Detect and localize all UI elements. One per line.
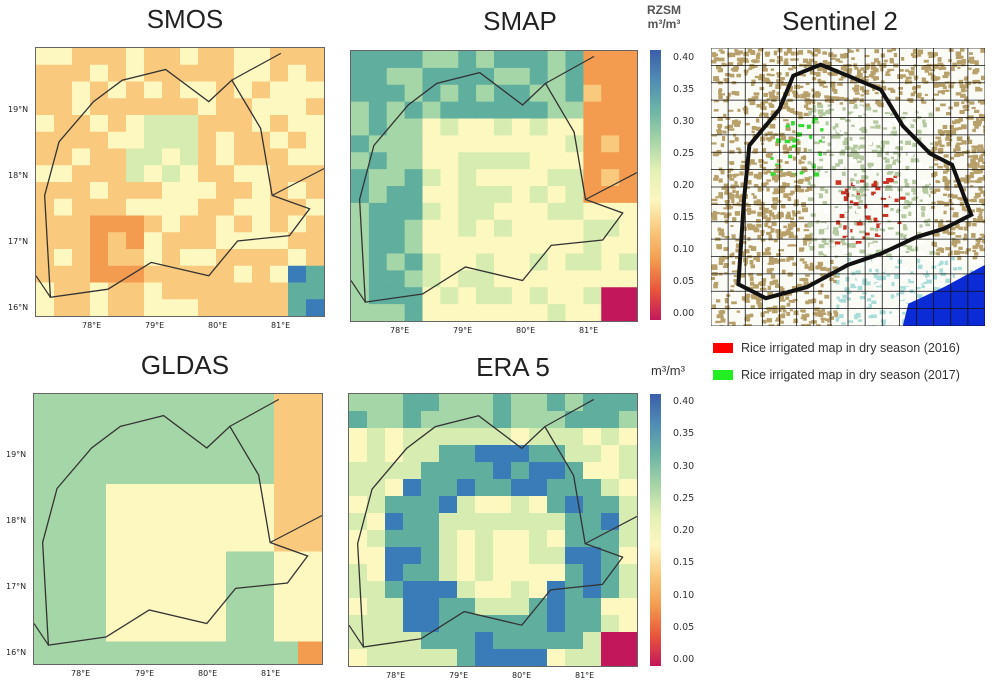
era5-grid xyxy=(349,394,637,666)
smos-lon-tick: 79°E xyxy=(145,321,165,330)
sentinel-grid xyxy=(711,48,985,326)
era5-title: ERA 5 xyxy=(476,352,550,382)
smos-lat-tick: 18°N xyxy=(8,171,29,180)
gldas-lat-tick: 16°N xyxy=(6,648,27,657)
era5-lon-tick: 78°E xyxy=(386,671,406,680)
rzsm-unit: m³/m³ xyxy=(647,17,681,31)
gldas-lat-tick: 19°N xyxy=(6,450,27,459)
rzsm-colorbar-title: RZSM m³/m³ xyxy=(632,3,696,31)
colorbar-top-tick: 0.30 xyxy=(673,116,695,127)
colorbar-bottom-tick: 0.20 xyxy=(673,525,695,536)
smos-map xyxy=(35,47,325,317)
legend-swatch-2016 xyxy=(713,343,733,353)
colorbar-top-tick: 0.10 xyxy=(673,244,695,255)
colorbar-top-tick: 0.40 xyxy=(673,52,695,63)
smap-lon-tick: 81°E xyxy=(579,326,599,335)
colorbar-top-tick: 0.15 xyxy=(673,212,695,223)
colorbar-bottom-tick: 0.35 xyxy=(673,428,695,440)
colorbar-bottom-tick: 0.30 xyxy=(673,460,695,472)
smap-lon-tick: 80°E xyxy=(516,326,536,335)
legend-item-2017: Rice irrigated map in dry season (2017) xyxy=(713,368,960,382)
legend-swatch-2017 xyxy=(713,370,733,380)
era5-lon-tick: 80°E xyxy=(512,671,532,680)
colorbar-bottom xyxy=(650,394,661,666)
era5-lon-tick: 81°E xyxy=(575,671,595,680)
gldas-title: GLDAS xyxy=(140,350,230,380)
smos-title: SMOS xyxy=(146,4,224,34)
legend-label-2017: Rice irrigated map in dry season (2017) xyxy=(741,368,960,382)
gldas-lon-tick: 79°E xyxy=(135,669,155,678)
sentinel-map xyxy=(711,48,985,326)
colorbar-top xyxy=(650,50,661,320)
smos-lon-tick: 80°E xyxy=(208,321,228,330)
colorbar-top-tick: 0.20 xyxy=(673,180,695,191)
gldas-map xyxy=(33,393,323,665)
smos-grid xyxy=(36,48,324,316)
colorbar-bottom-tick: 0.05 xyxy=(673,621,695,633)
colorbar-bottom-tick: 0.10 xyxy=(673,589,695,601)
smap-title: SMAP xyxy=(483,6,557,36)
colorbar-bottom-tick: 0.15 xyxy=(673,557,695,569)
gldas-lon-tick: 81°E xyxy=(261,669,281,678)
era5-colorbar-title: m³/m³ xyxy=(651,363,685,378)
colorbar-top-tick: 0.05 xyxy=(673,276,695,287)
colorbar-bottom-tick: 0.40 xyxy=(673,396,695,407)
gldas-lat-tick: 18°N xyxy=(6,516,27,525)
smap-lon-tick: 79°E xyxy=(453,326,473,335)
era5-lon-tick: 79°E xyxy=(449,671,469,680)
gldas-lon-tick: 78°E xyxy=(71,669,91,678)
smos-lat-tick: 19°N xyxy=(8,105,29,114)
colorbar-top-tick: 0.25 xyxy=(673,148,695,159)
gldas-grid xyxy=(34,394,322,664)
legend-item-2016: Rice irrigated map in dry season (2016) xyxy=(713,341,960,355)
smos-lat-tick: 16°N xyxy=(8,303,29,312)
rzsm-label: RZSM xyxy=(647,3,681,17)
smap-map xyxy=(350,50,638,322)
colorbar-top-tick: 0.00 xyxy=(673,308,695,319)
gldas-lon-tick: 80°E xyxy=(198,669,218,678)
smos-lat-tick: 17°N xyxy=(8,237,29,246)
colorbar-bottom-tick: 0.00 xyxy=(673,654,695,665)
smos-lon-tick: 81°E xyxy=(271,321,291,330)
gldas-lat-tick: 17°N xyxy=(6,582,27,591)
smap-lon-tick: 78°E xyxy=(390,326,410,335)
smos-lon-tick: 78°E xyxy=(82,321,102,330)
colorbar-bottom-tick: 0.25 xyxy=(673,492,695,504)
sentinel-title: Sentinel 2 xyxy=(782,6,898,36)
legend-label-2016: Rice irrigated map in dry season (2016) xyxy=(741,341,960,355)
era5-map xyxy=(348,393,638,667)
smap-grid xyxy=(351,51,637,321)
colorbar-top-tick: 0.35 xyxy=(673,84,695,95)
